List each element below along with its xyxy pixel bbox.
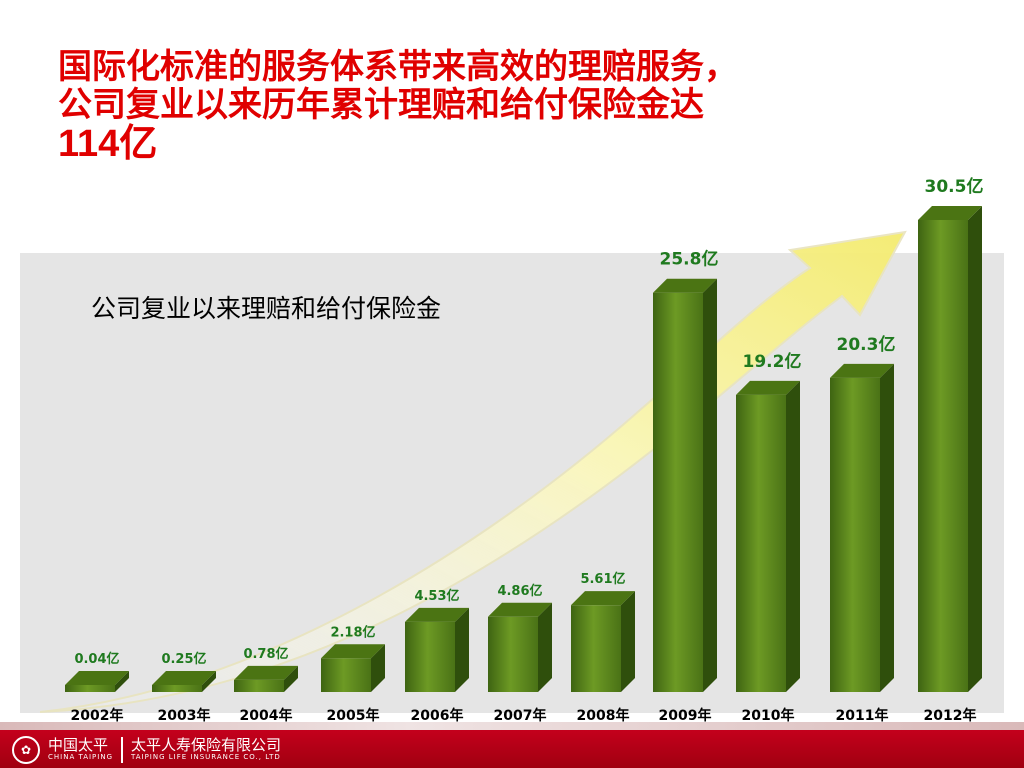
value-label: 30.5亿 bbox=[925, 176, 984, 197]
bar bbox=[571, 591, 635, 692]
bar-side bbox=[621, 591, 635, 692]
growth-arrow bbox=[39, 230, 907, 713]
value-label: 5.61亿 bbox=[580, 571, 625, 587]
x-tick-label: 2006年 bbox=[411, 707, 464, 724]
bar-top bbox=[736, 380, 800, 395]
bar-front bbox=[653, 292, 703, 692]
value-label: 0.25亿 bbox=[161, 651, 206, 667]
brand-name-en: CHINA TAIPING bbox=[48, 753, 113, 761]
bar bbox=[321, 644, 385, 692]
bar bbox=[152, 671, 216, 692]
x-tick-label: 2004年 bbox=[240, 707, 293, 724]
bar-side bbox=[786, 380, 800, 692]
bar-top bbox=[830, 363, 894, 378]
footer-divider bbox=[121, 737, 123, 763]
footer-bar bbox=[0, 730, 1024, 768]
brand-block: 中国太平 CHINA TAIPING bbox=[48, 738, 113, 762]
bar-side bbox=[284, 665, 298, 692]
x-tick-label: 2009年 bbox=[659, 707, 712, 724]
value-label: 25.8亿 bbox=[660, 249, 719, 270]
x-tick-label: 2003年 bbox=[158, 707, 211, 724]
bar-front bbox=[65, 685, 115, 692]
bar-front bbox=[736, 394, 786, 692]
value-label: 4.53亿 bbox=[414, 588, 459, 604]
bar-top bbox=[405, 607, 469, 622]
value-label: 4.86亿 bbox=[497, 583, 542, 599]
bar bbox=[488, 602, 552, 692]
bar-top bbox=[571, 591, 635, 606]
bar-top bbox=[234, 665, 298, 680]
bar-front bbox=[152, 685, 202, 692]
bar-top bbox=[488, 602, 552, 617]
bar-top bbox=[152, 671, 216, 685]
x-tick-label: 2010年 bbox=[742, 707, 795, 724]
chart-title: 公司复业以来理赔和给付保险金 bbox=[91, 294, 442, 323]
company-name-cn: 太平人寿保险有限公司 bbox=[131, 736, 282, 754]
footer-logo: ✿ 中国太平 CHINA TAIPING 太平人寿保险有限公司 TAIPING … bbox=[12, 736, 281, 764]
bar-front bbox=[234, 679, 284, 692]
company-emblem-icon: ✿ bbox=[12, 736, 40, 764]
bar bbox=[736, 380, 800, 692]
bar bbox=[65, 671, 129, 692]
bar-side bbox=[371, 644, 385, 692]
bar bbox=[653, 278, 717, 692]
bar-side bbox=[968, 206, 982, 692]
title-total-value: 114 bbox=[58, 123, 120, 165]
x-tick-label: 2002年 bbox=[71, 707, 124, 724]
title-total-unit: 亿 bbox=[119, 121, 158, 165]
brand-name-cn: 中国太平 bbox=[48, 736, 109, 754]
bar-top bbox=[653, 278, 717, 293]
x-tick-label: 2011年 bbox=[836, 707, 889, 724]
title-line-2: 公司复业以来历年累计理赔和给付保险金达 bbox=[58, 85, 704, 125]
bar-front bbox=[918, 220, 968, 692]
bar bbox=[234, 665, 298, 692]
footer-stripe bbox=[0, 722, 1024, 730]
bar-side bbox=[703, 278, 717, 692]
title-total: 114亿 bbox=[58, 124, 988, 163]
x-tick-label: 2005年 bbox=[327, 707, 380, 724]
bar-side bbox=[538, 602, 552, 692]
company-block: 太平人寿保险有限公司 TAIPING LIFE INSURANCE CO., L… bbox=[131, 738, 281, 762]
bar-front bbox=[488, 616, 538, 692]
value-label: 0.04亿 bbox=[74, 651, 119, 667]
x-tick-label: 2007年 bbox=[494, 707, 547, 724]
x-tick-label: 2012年 bbox=[924, 707, 977, 724]
value-label: 20.3亿 bbox=[837, 334, 896, 355]
bar-front bbox=[830, 377, 880, 692]
company-name-en: TAIPING LIFE INSURANCE CO., LTD bbox=[131, 753, 281, 761]
value-label: 0.78亿 bbox=[243, 646, 288, 662]
bar-front bbox=[405, 621, 455, 692]
title-line-1: 国际化标准的服务体系带来高效的理赔服务， bbox=[58, 47, 738, 87]
bar bbox=[405, 607, 469, 692]
bar-side bbox=[202, 671, 216, 692]
value-label: 2.18亿 bbox=[330, 624, 375, 640]
bar-front bbox=[571, 605, 621, 692]
slide-title: 国际化标准的服务体系带来高效的理赔服务， 公司复业以来历年累计理赔和给付保险金达… bbox=[58, 48, 988, 163]
x-tick-label: 2008年 bbox=[577, 707, 630, 724]
bar-side bbox=[455, 607, 469, 692]
bar-top bbox=[321, 644, 385, 659]
bar bbox=[918, 206, 982, 692]
bar bbox=[830, 363, 894, 692]
bar-top bbox=[65, 671, 129, 685]
value-label: 19.2亿 bbox=[743, 351, 802, 372]
bar-top bbox=[918, 206, 982, 220]
bar-side bbox=[880, 363, 894, 692]
bar-side bbox=[115, 671, 129, 692]
bar-front bbox=[321, 658, 371, 692]
